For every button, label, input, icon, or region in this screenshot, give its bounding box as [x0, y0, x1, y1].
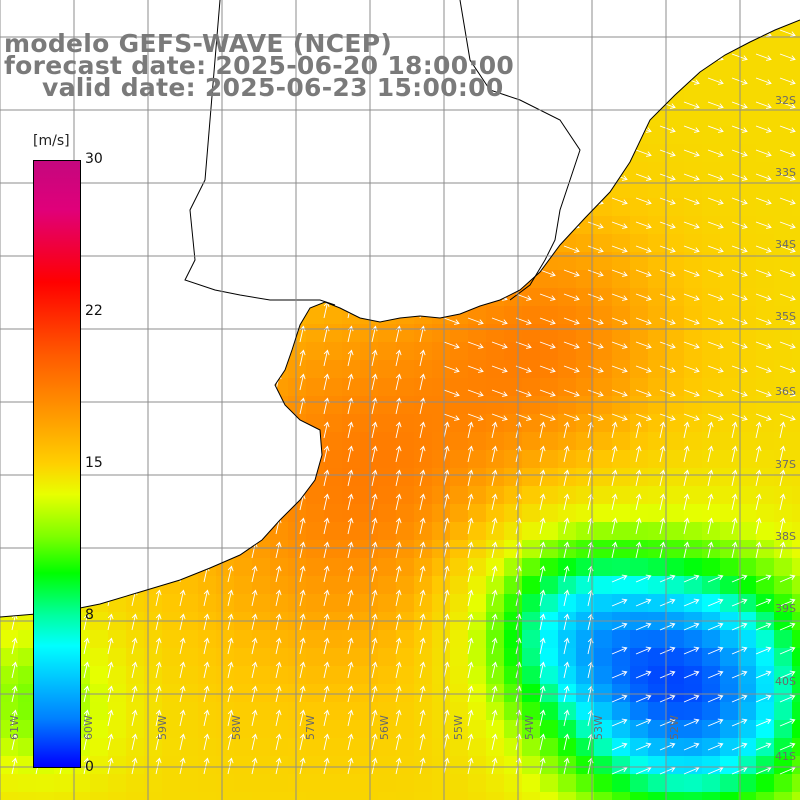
colorbar-tick: 22: [85, 303, 103, 319]
coastline: [0, 19, 800, 618]
lat-label: 41S: [775, 750, 796, 763]
lon-label: 55W: [452, 715, 465, 740]
lon-label: 53W: [592, 715, 605, 740]
lat-label: 35S: [775, 310, 796, 323]
lon-label: 58W: [230, 715, 243, 740]
border-line: [184, 0, 336, 306]
colorbar-tick: 30: [85, 151, 103, 167]
border-line: [459, 0, 581, 301]
lat-label: 40S: [775, 675, 796, 688]
lon-label: 52W: [668, 715, 681, 740]
lat-label: 36S: [775, 385, 796, 398]
lat-label: 37S: [775, 458, 796, 471]
colorbar: [33, 160, 81, 768]
colorbar-tick: 0: [85, 759, 94, 775]
lat-label: 38S: [775, 530, 796, 543]
colorbar-tick: 8: [85, 607, 94, 623]
lon-label: 59W: [156, 715, 169, 740]
lon-label: 56W: [378, 715, 391, 740]
model-title: modelo GEFS-WAVE (NCEP): [4, 29, 393, 58]
lat-label: 34S: [775, 238, 796, 251]
colorbar-tick: 15: [85, 455, 103, 471]
colorbar-unit: [m/s]: [33, 133, 70, 149]
lat-label: 39S: [775, 602, 796, 615]
land-mask: [0, 0, 800, 617]
lon-label: 54W: [523, 715, 536, 740]
lon-label: 61W: [8, 715, 21, 740]
lat-label: 32S: [775, 94, 796, 107]
lon-label: 60W: [82, 715, 95, 740]
lon-label: 57W: [304, 715, 317, 740]
land-area: [0, 0, 800, 617]
forecast-date: forecast date: 2025-06-20 18:00:00: [4, 51, 515, 80]
lat-label: 33S: [775, 166, 796, 179]
valid-date: valid date: 2025-06-23 15:00:00: [42, 73, 504, 102]
